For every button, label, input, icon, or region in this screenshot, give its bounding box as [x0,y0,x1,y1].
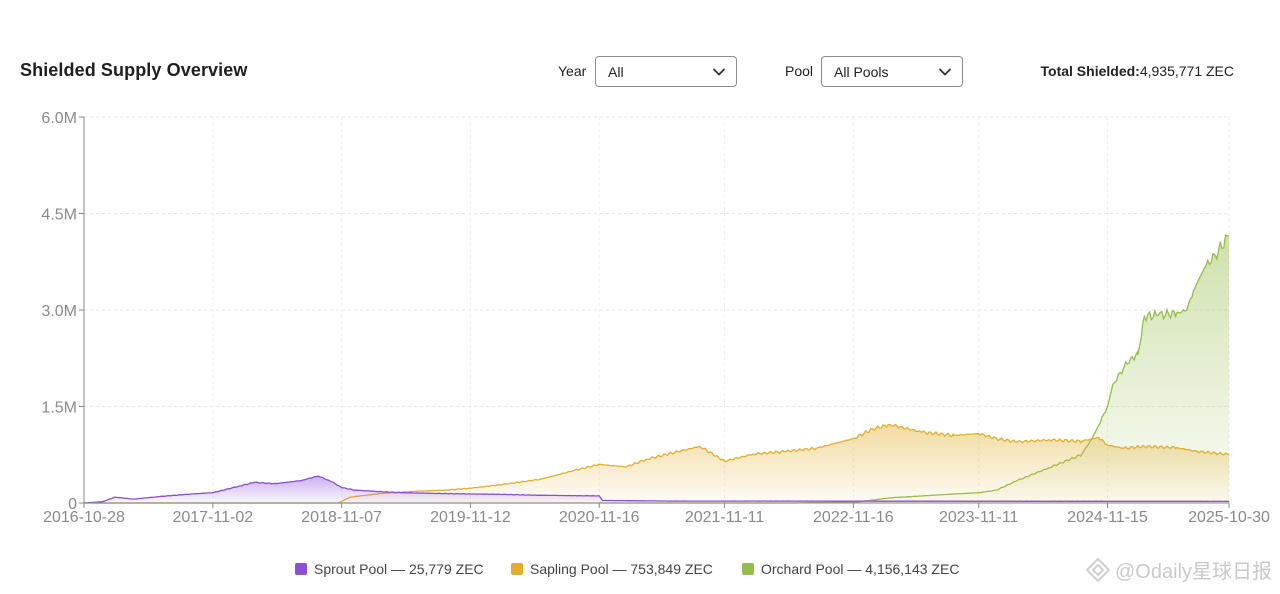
x-tick-label: 2020-11-16 [559,509,640,526]
sprout-pool-area [84,476,1229,503]
total-shielded-value: 4,935,771 ZEC [1139,63,1234,79]
pool-select[interactable]: All Pools [821,56,963,87]
legend-item-sprout[interactable]: Sprout Pool — 25,779 ZEC [295,561,484,577]
legend-swatch [511,563,523,575]
x-tick-label: 2017-11-02 [172,509,253,526]
x-tick-label: 2016-10-28 [43,509,125,526]
chart-areas [83,234,1230,504]
legend-item-sapling[interactable]: Sapling Pool — 753,849 ZEC [511,561,713,577]
x-tick-label: 2023-11-11 [939,509,1019,526]
total-shielded: Total Shielded:4,935,771 ZEC [1041,63,1234,79]
y-tick-label: 0 [68,496,77,513]
x-tick-label: 2018-11-07 [301,509,382,526]
x-tick-label: 2019-11-12 [430,509,511,526]
legend-item-orchard[interactable]: Orchard Pool — 4,156,143 ZEC [742,561,959,577]
sapling-pool-area [84,424,1229,503]
watermark: @Odaily星球日报 [1085,555,1272,584]
x-tick-label: 2021-11-11 [685,509,765,526]
legend-label: Sapling Pool — 753,849 ZEC [530,561,713,577]
total-shielded-label: Total Shielded: [1040,63,1140,79]
year-select-value: All [608,63,624,80]
x-tick-label: 2024-11-15 [1067,509,1148,526]
chart-axes: 0 1.5M 3.0M 4.5M 6.0M 2016-10-28 2017-11-02 201… [41,110,1270,526]
page-title: Shielded Supply Overview [20,60,248,80]
x-tick-label: 2022-11-16 [813,509,894,526]
watermark-text: @Odaily星球日报 [1115,561,1272,583]
year-filter-label: Year [558,63,587,79]
y-tick-label: 4.5M [41,207,77,224]
y-tick-label: 1.5M [41,400,77,417]
legend-swatch [742,563,754,575]
chart-grid [84,116,1230,503]
pool-filter-label: Pool [785,63,814,79]
odaily-logo-icon [1085,557,1111,582]
y-tick-label: 3.0M [41,303,77,320]
chevron-down-icon [939,68,951,76]
y-tick-label: 6.0M [41,110,77,127]
legend-swatch [295,563,307,575]
legend-label: Sprout Pool — 25,779 ZEC [314,561,484,577]
x-tick-label: 2025-10-30 [1188,509,1270,526]
legend-label: Orchard Pool — 4,156,143 ZEC [761,561,960,577]
pool-select-value: All Pools [834,63,889,80]
sprout-pool-line [83,475,1230,504]
year-select[interactable]: All [595,56,737,87]
chevron-down-icon [713,68,725,76]
